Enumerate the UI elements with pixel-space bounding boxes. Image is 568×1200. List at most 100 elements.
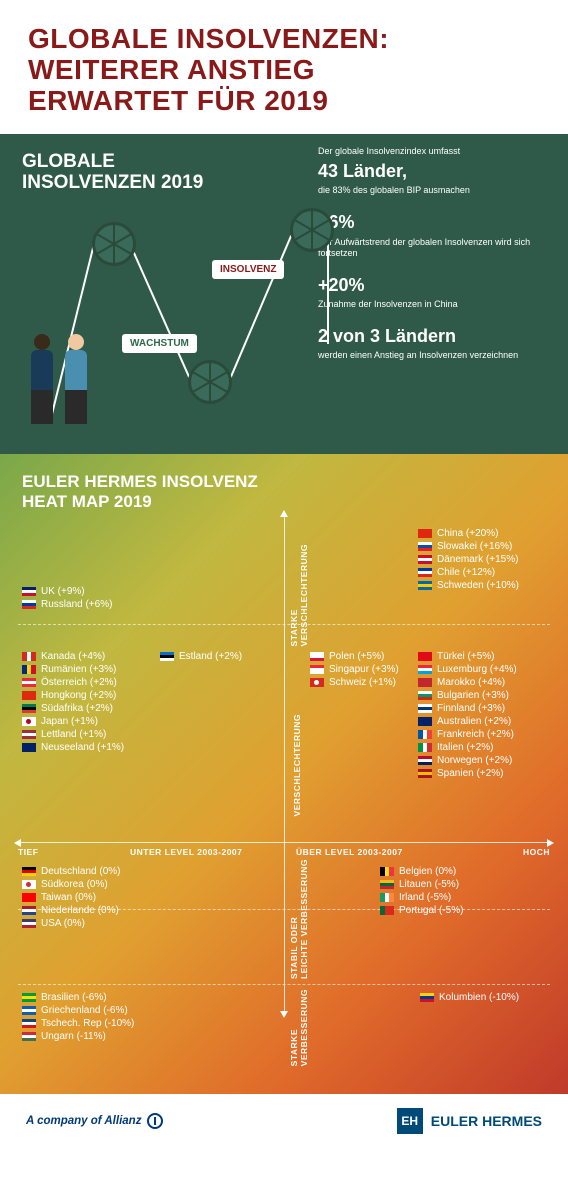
- axis-horizontal: [18, 842, 550, 843]
- flag-icon: [380, 893, 394, 902]
- country-group: UK (+9%) Russland (+6%): [22, 584, 112, 612]
- flag-icon: [22, 652, 36, 661]
- dashed-line: [18, 624, 550, 625]
- country-group: Brasilien (-6%)Griechenland (-6%)Tschech…: [22, 990, 134, 1044]
- wheel-icon: [92, 222, 136, 266]
- country-label: Südafrika (+2%): [41, 703, 113, 714]
- axis-uber: ÜBER LEVEL 2003-2007: [296, 847, 403, 857]
- country-row: Ungarn (-11%): [22, 1031, 134, 1042]
- flag-icon: [418, 529, 432, 538]
- flag-icon: [22, 919, 36, 928]
- fact-item: Der globale Insolvenzindex umfasst43 Län…: [318, 146, 548, 197]
- country-row: Luxemburg (+4%): [418, 664, 517, 675]
- country-label: Estland (+2%): [179, 651, 242, 662]
- country-label: Kanada (+4%): [41, 651, 105, 662]
- flag-icon: [22, 665, 36, 674]
- country-label: Taiwan (0%): [41, 892, 96, 903]
- flag-icon: [22, 1032, 36, 1041]
- flag-icon: [418, 704, 432, 713]
- country-row: Südafrika (+2%): [22, 703, 124, 714]
- hero-title: GLOBALE INSOLVENZEN: WEITERER ANSTIEG ER…: [28, 24, 540, 116]
- country-row: Frankreich (+2%): [418, 729, 517, 740]
- eh-text: EULER HERMES: [431, 1113, 542, 1129]
- country-row: Südkorea (0%): [22, 879, 120, 890]
- green-panel: GLOBALE INSOLVENZEN 2019 Der globale Ins…: [0, 134, 568, 454]
- country-row: Portugal (-5%): [380, 905, 463, 916]
- flag-icon: [418, 678, 432, 687]
- country-row: Schweden (+10%): [418, 580, 519, 591]
- country-label: Spanien (+2%): [437, 768, 503, 779]
- country-label: Schweiz (+1%): [329, 677, 396, 688]
- country-row: Tschech. Rep (-10%): [22, 1018, 134, 1029]
- country-group: Kolumbien (-10%): [420, 990, 519, 1005]
- heat-title: EULER HERMES INSOLVENZ HEAT MAP 2019: [22, 472, 546, 511]
- flag-icon: [418, 756, 432, 765]
- country-label: Litauen (-5%): [399, 879, 459, 890]
- flag-icon: [22, 1006, 36, 1015]
- heat-map: EULER HERMES INSOLVENZ HEAT MAP 2019 TIE…: [0, 454, 568, 1094]
- country-label: Österreich (+2%): [41, 677, 117, 688]
- country-label: Südkorea (0%): [41, 879, 108, 890]
- flag-icon: [22, 993, 36, 1002]
- arrowhead-icon: [280, 1011, 288, 1018]
- country-label: Tschech. Rep (-10%): [41, 1018, 134, 1029]
- axis-unter: UNTER LEVEL 2003-2007: [130, 847, 242, 857]
- eh-icon: EH: [397, 1108, 423, 1134]
- country-row: Hongkong (+2%): [22, 690, 124, 701]
- flag-icon: [380, 906, 394, 915]
- person-icon: [56, 334, 96, 424]
- flag-icon: [22, 1019, 36, 1028]
- arrowhead-icon: [547, 839, 554, 847]
- flag-icon: [160, 652, 174, 661]
- country-label: Japan (+1%): [41, 716, 98, 727]
- flag-icon: [310, 678, 324, 687]
- country-group: Estland (+2%): [160, 649, 242, 664]
- flag-icon: [22, 600, 36, 609]
- hero-header: GLOBALE INSOLVENZEN: WEITERER ANSTIEG ER…: [0, 0, 568, 134]
- flag-icon: [420, 993, 434, 1002]
- country-row: Niederlande (0%): [22, 905, 120, 916]
- flag-icon: [22, 906, 36, 915]
- country-label: UK (+9%): [41, 586, 85, 597]
- allianz-icon: [147, 1113, 163, 1129]
- country-label: Polen (+5%): [329, 651, 384, 662]
- country-row: UK (+9%): [22, 586, 112, 597]
- wheel-icon: [290, 208, 334, 252]
- country-label: Chile (+12%): [437, 567, 495, 578]
- flag-icon: [418, 730, 432, 739]
- arrowhead-icon: [14, 839, 21, 847]
- country-row: Schweiz (+1%): [310, 677, 399, 688]
- flag-icon: [22, 704, 36, 713]
- country-row: Neuseeland (+1%): [22, 742, 124, 753]
- dashed-line: [18, 984, 550, 985]
- country-row: Belgien (0%): [380, 866, 463, 877]
- country-row: Brasilien (-6%): [22, 992, 134, 1003]
- country-label: Türkei (+5%): [437, 651, 495, 662]
- country-row: Singapur (+3%): [310, 664, 399, 675]
- country-label: Portugal (-5%): [399, 905, 463, 916]
- country-row: Taiwan (0%): [22, 892, 120, 903]
- country-label: Luxemburg (+4%): [437, 664, 517, 675]
- country-label: Russland (+6%): [41, 599, 112, 610]
- country-row: Polen (+5%): [310, 651, 399, 662]
- country-group: Türkei (+5%)Luxemburg (+4%)Marokko (+4%)…: [418, 649, 517, 781]
- flag-icon: [22, 893, 36, 902]
- flag-icon: [22, 880, 36, 889]
- allianz-logo: A company of Allianz: [26, 1113, 163, 1129]
- country-label: Irland (-5%): [399, 892, 451, 903]
- flag-icon: [22, 587, 36, 596]
- flag-icon: [380, 880, 394, 889]
- tag-wachstum: WACHSTUM: [122, 334, 197, 353]
- country-row: Italien (+2%): [418, 742, 517, 753]
- country-group: China (+20%)Slowakei (+16%)Dänemark (+15…: [418, 526, 519, 593]
- country-label: China (+20%): [437, 528, 498, 539]
- country-label: Bulgarien (+3%): [437, 690, 509, 701]
- axis-stabil: STABIL ODERLEICHTE VERBESSERUNG: [289, 859, 309, 979]
- country-group: Polen (+5%) Singapur (+3%) Schweiz (+1%): [310, 649, 399, 690]
- country-label: Finnland (+3%): [437, 703, 505, 714]
- flag-icon: [310, 652, 324, 661]
- country-group: Belgien (0%) Litauen (-5%) Irland (-5%) Por…: [380, 864, 463, 918]
- flag-icon: [418, 665, 432, 674]
- country-row: Slowakei (+16%): [418, 541, 519, 552]
- flag-icon: [22, 730, 36, 739]
